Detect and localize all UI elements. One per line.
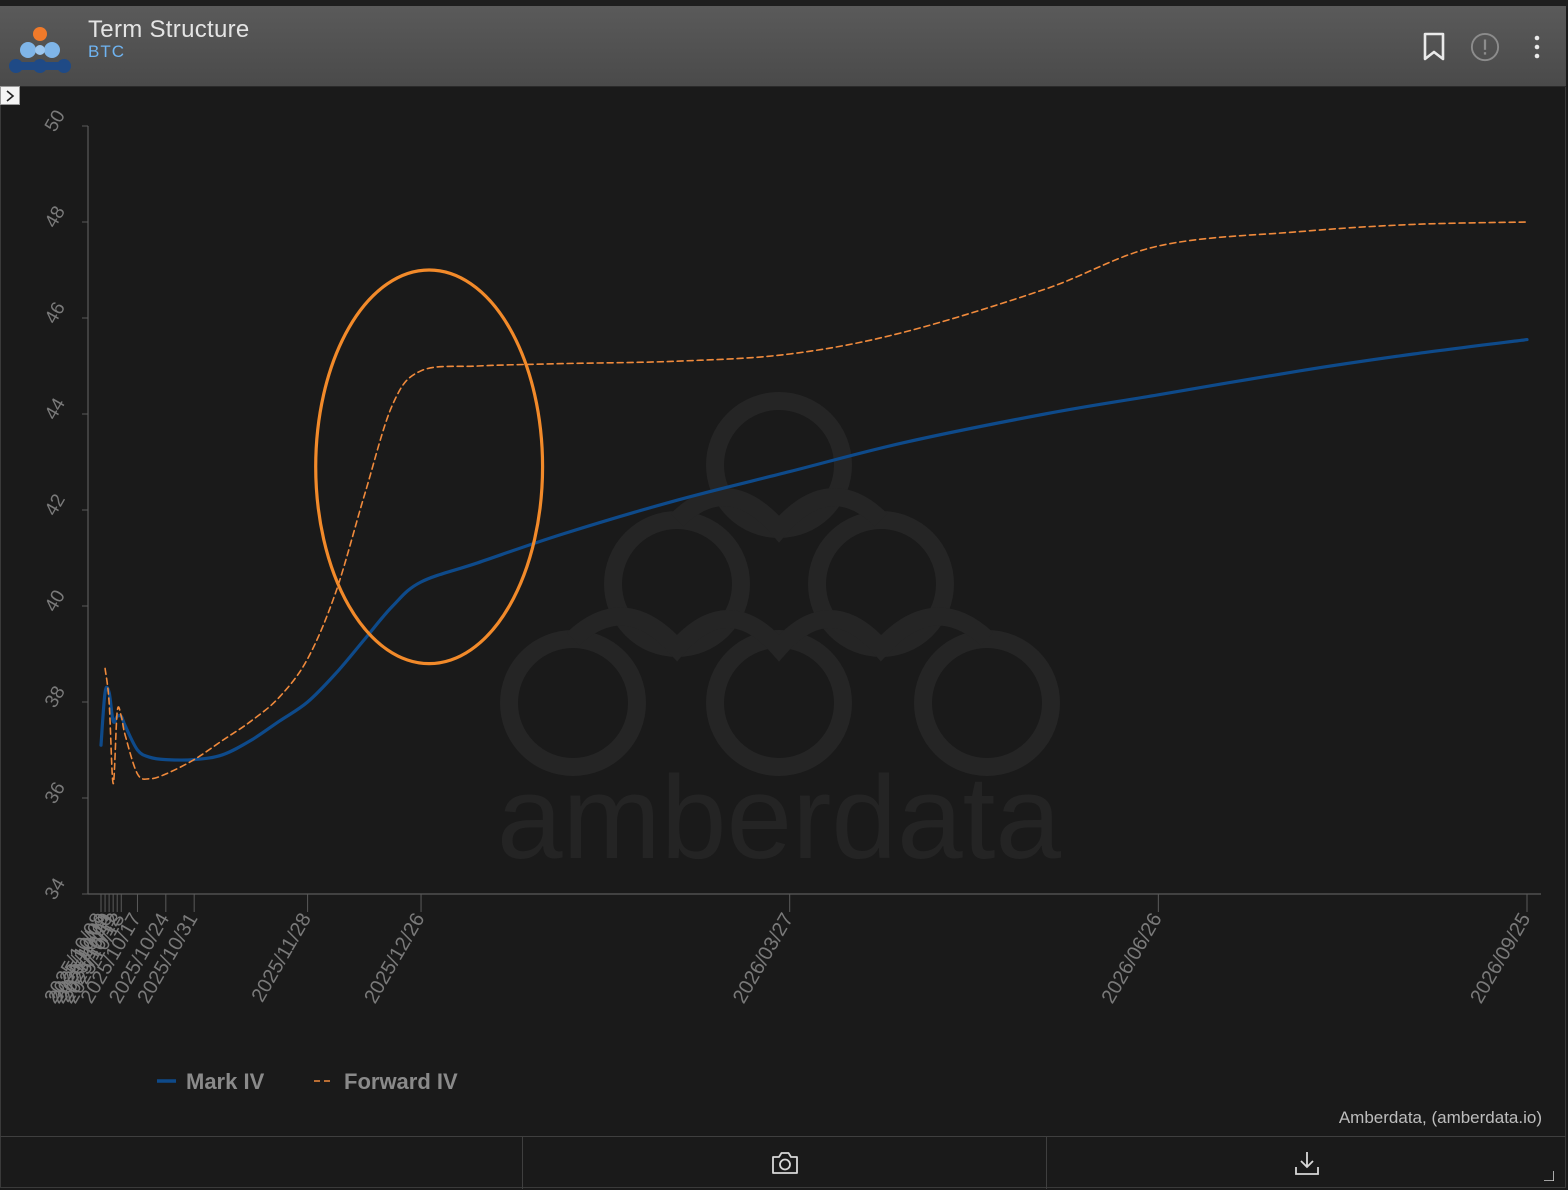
screenshot-button[interactable] bbox=[523, 1137, 1047, 1189]
camera-icon bbox=[771, 1152, 798, 1174]
widget-title: Term Structure bbox=[88, 16, 250, 43]
chart-footer bbox=[0, 1136, 1566, 1189]
info-icon[interactable] bbox=[1470, 32, 1500, 62]
watermark-text: amberdata bbox=[497, 752, 1062, 884]
credit-text[interactable]: Amberdata, (amberdata.io) bbox=[1338, 1108, 1542, 1127]
widget-header: Term Structure BTC bbox=[0, 6, 1566, 87]
y-tick-label: 48 bbox=[41, 203, 70, 232]
highlight-ellipse bbox=[314, 268, 545, 666]
y-tick-label: 40 bbox=[41, 587, 70, 616]
chart-legend[interactable]: Mark IV Forward IV bbox=[157, 1069, 458, 1094]
asset-label: BTC bbox=[88, 42, 125, 61]
amberdata-logo bbox=[9, 27, 71, 73]
legend-label-forward-iv: Forward IV bbox=[344, 1069, 458, 1094]
chart-annotations bbox=[314, 268, 545, 666]
download-button[interactable] bbox=[1047, 1137, 1566, 1189]
y-tick-label: 42 bbox=[41, 491, 70, 520]
expand-sidebar-button[interactable] bbox=[0, 86, 20, 105]
x-tick-label: 2026/06/26 bbox=[1098, 910, 1167, 1008]
y-tick-label: 44 bbox=[41, 394, 70, 423]
x-tick-label: 2025/11/28 bbox=[248, 910, 316, 1006]
term-structure-chart: amberdata 3436384042444648502025/10/0820… bbox=[40, 107, 1541, 1094]
footer-cell-left bbox=[0, 1137, 523, 1189]
x-tick-label: 2026/09/25 bbox=[1466, 910, 1535, 1008]
chart-series bbox=[99, 221, 1529, 785]
y-tick-label: 38 bbox=[41, 683, 70, 712]
y-tick-label: 50 bbox=[41, 107, 70, 136]
top-strip bbox=[0, 0, 1568, 8]
download-icon bbox=[1294, 1152, 1319, 1175]
y-tick-label: 34 bbox=[41, 874, 70, 903]
forward-iv-line bbox=[104, 221, 1528, 785]
x-tick-label: 2025/12/26 bbox=[360, 910, 429, 1008]
y-tick-label: 36 bbox=[41, 779, 70, 808]
bookmark-icon[interactable] bbox=[1419, 32, 1449, 62]
amberdata-watermark: amberdata bbox=[497, 392, 1062, 884]
more-vertical-icon[interactable] bbox=[1522, 32, 1552, 62]
x-tick-label: 2026/03/27 bbox=[729, 910, 798, 1008]
chevron-right-icon bbox=[6, 89, 15, 102]
y-tick-label: 46 bbox=[41, 299, 70, 328]
legend-label-mark-iv: Mark IV bbox=[186, 1069, 265, 1094]
resize-handle-icon[interactable] bbox=[1544, 1171, 1554, 1181]
